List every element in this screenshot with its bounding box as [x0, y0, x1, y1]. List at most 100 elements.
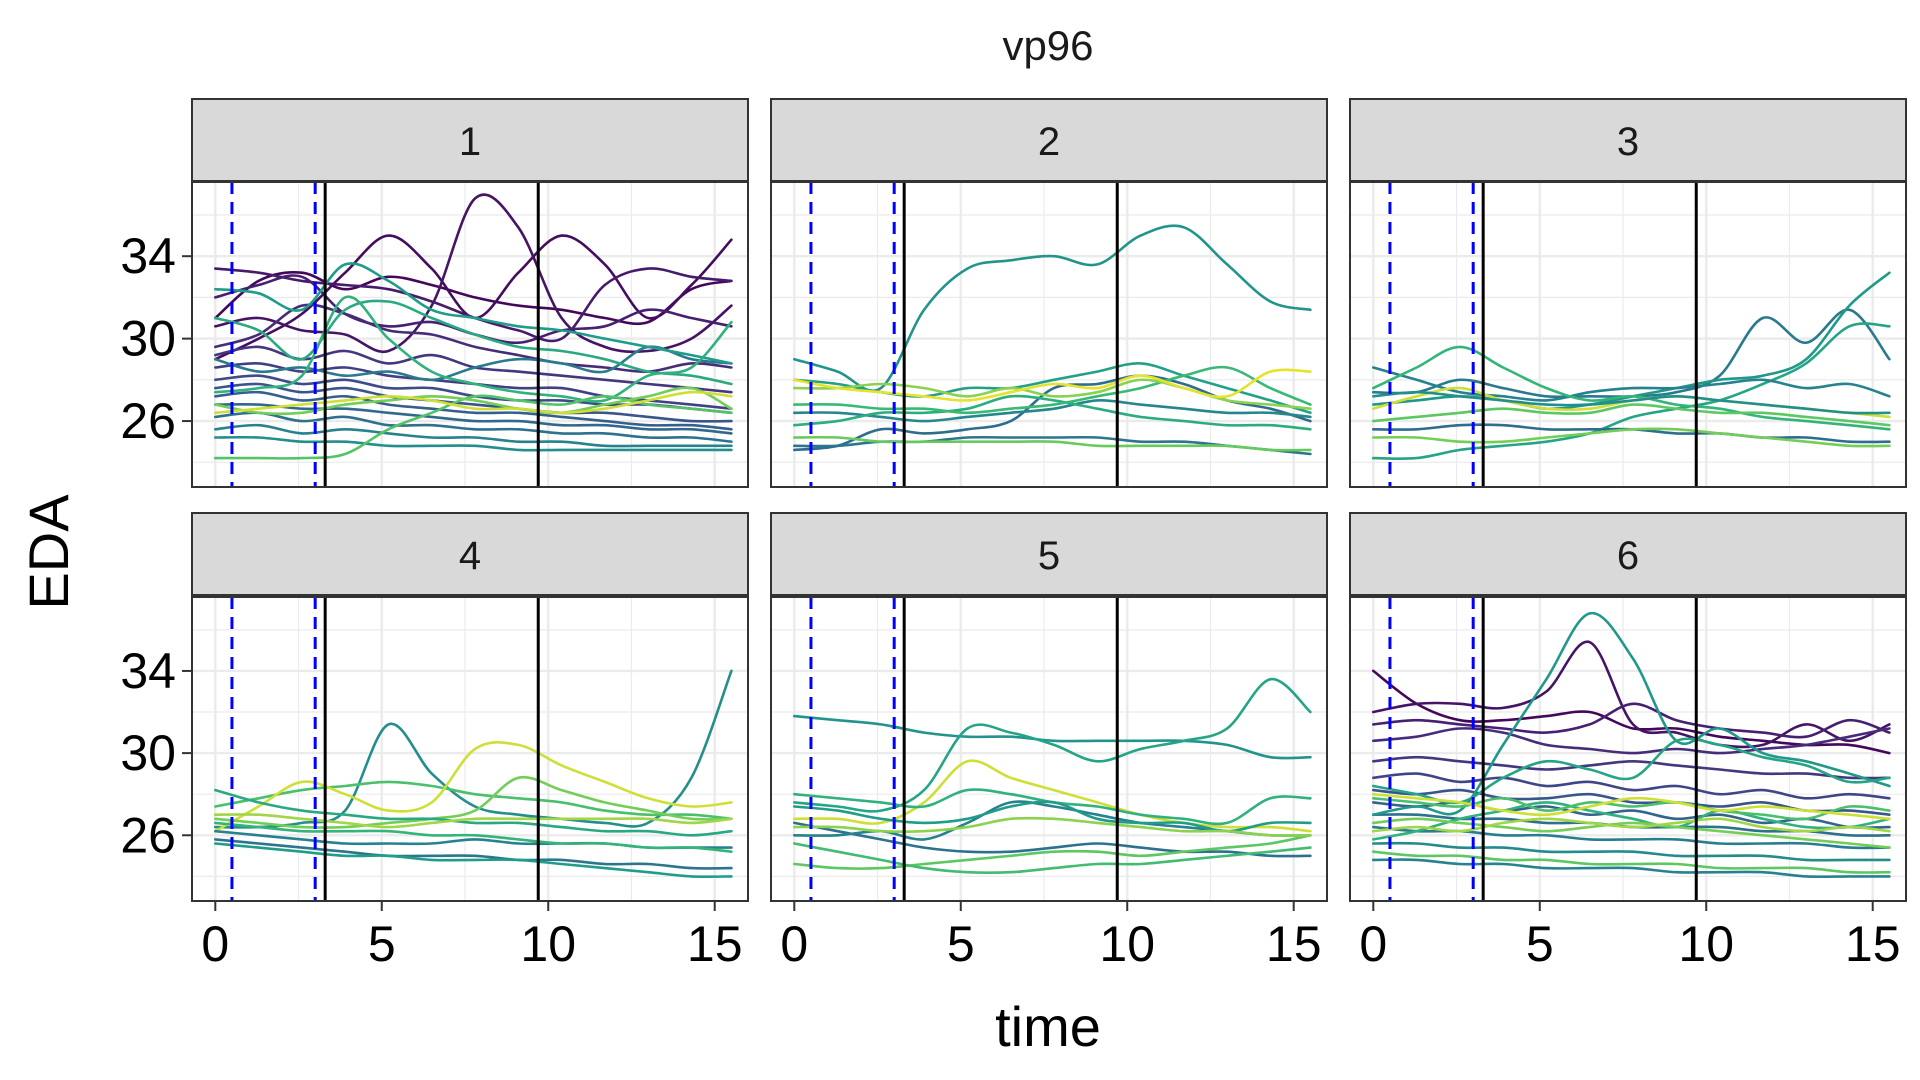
- y-tick-label: 30: [120, 725, 176, 781]
- facet-panel-1: 1 26 30 34: [120, 98, 749, 488]
- series-lines: [1372, 612, 1891, 878]
- facet-panel-4: 4 26 30 34 0 5 10 15: [120, 512, 749, 972]
- x-tick-label: 10: [1099, 916, 1155, 972]
- series-line: [793, 435, 1312, 452]
- series-line: [214, 394, 733, 460]
- y-tick-label: 26: [120, 807, 176, 863]
- series-line: [214, 741, 733, 833]
- series-line: [793, 759, 1312, 833]
- series-line: [793, 224, 1312, 392]
- x-tick-label: 15: [1845, 916, 1901, 972]
- series-line: [214, 813, 733, 829]
- y-tick-label: 30: [120, 311, 176, 367]
- panel-background: [1350, 182, 1906, 487]
- panel-border: [1349, 596, 1907, 902]
- series-line: [214, 821, 733, 853]
- facet-strip-label: 4: [459, 534, 481, 578]
- y-tick-label: 34: [120, 643, 176, 699]
- series-line: [214, 842, 733, 878]
- series-line: [1372, 390, 1891, 415]
- series-line: [1372, 792, 1891, 821]
- series-lines: [214, 669, 733, 878]
- series-line: [214, 775, 733, 829]
- series-line: [214, 435, 733, 452]
- facet-panel-6: 6 0 5 10 15: [1349, 512, 1907, 972]
- series-lines: [793, 224, 1312, 456]
- series-line: [793, 378, 1312, 410]
- x-tick-label: 0: [780, 916, 808, 972]
- series-lines: [1372, 271, 1891, 461]
- x-tick-label: 10: [1678, 916, 1734, 972]
- panel-background: [192, 182, 748, 487]
- series-line: [1372, 817, 1891, 849]
- series-line: [793, 821, 1312, 858]
- facet-strip: [1349, 512, 1907, 596]
- x-tick-label: 5: [947, 916, 975, 972]
- series-line: [1372, 366, 1891, 402]
- facet-strip: [770, 512, 1328, 596]
- series-line: [214, 295, 733, 403]
- series-line: [214, 788, 733, 837]
- x-tick-label: 15: [687, 916, 743, 972]
- panel-border: [191, 596, 749, 902]
- facet-strip: [191, 98, 749, 182]
- facet-strip-label: 1: [459, 120, 481, 164]
- facet-strip-label: 5: [1038, 534, 1060, 578]
- x-tick-label: 5: [1526, 916, 1554, 972]
- series-line: [793, 394, 1312, 431]
- series-line: [1372, 850, 1891, 874]
- series-line: [214, 411, 733, 443]
- panel-border: [770, 181, 1328, 488]
- series-line: [1372, 403, 1891, 427]
- series-line: [1372, 427, 1891, 448]
- x-tick-label: 0: [201, 916, 229, 972]
- facet-strip: [770, 98, 1328, 182]
- facet-strip-label: 2: [1038, 120, 1060, 164]
- series-line: [1372, 772, 1891, 800]
- facet-panel-2: 2: [770, 98, 1328, 488]
- series-line: [1372, 322, 1891, 461]
- x-tick-label: 5: [368, 916, 396, 972]
- series-line: [1372, 345, 1891, 431]
- series-line: [793, 399, 1312, 423]
- x-tick-label: 0: [1359, 916, 1387, 972]
- series-line: [214, 271, 733, 326]
- series-line: [214, 780, 733, 821]
- series-line: [1372, 817, 1891, 833]
- chart-title: vp96: [1002, 22, 1093, 69]
- series-line: [214, 299, 733, 386]
- panel-border: [1349, 181, 1907, 488]
- series-line: [214, 669, 733, 829]
- series-line: [1372, 612, 1891, 816]
- x-axis-title: time: [995, 995, 1101, 1058]
- series-lines: [793, 677, 1312, 875]
- panel-border: [191, 181, 749, 488]
- x-tick-label: 15: [1266, 916, 1322, 972]
- series-line: [1372, 702, 1891, 739]
- series-line: [1372, 640, 1891, 749]
- panel-background: [771, 597, 1327, 901]
- y-tick-label: 34: [120, 228, 176, 284]
- series-line: [214, 262, 733, 365]
- series-line: [214, 382, 733, 423]
- series-line: [793, 816, 1312, 837]
- series-line: [214, 402, 733, 435]
- series-line: [214, 838, 733, 870]
- series-line: [214, 390, 733, 415]
- y-axis-title: EDA: [17, 494, 80, 610]
- facet-panel-5: 5 0 5 10 15: [770, 512, 1328, 972]
- series-line: [793, 834, 1312, 870]
- facet-strip: [191, 512, 749, 596]
- series-line: [793, 368, 1312, 402]
- facet-strip-label: 3: [1617, 120, 1639, 164]
- y-tick-label: 26: [120, 393, 176, 449]
- series-line: [1372, 858, 1891, 878]
- facet-panel-3: 3: [1349, 98, 1907, 488]
- gridlines: [1350, 182, 1906, 487]
- series-line: [1372, 796, 1891, 821]
- series-line: [214, 423, 733, 448]
- series-line: [1372, 801, 1891, 841]
- series-line: [793, 714, 1312, 760]
